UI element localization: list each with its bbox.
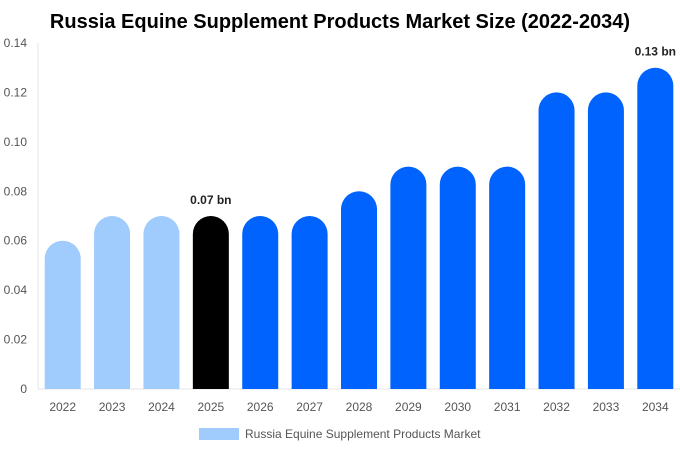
bar-2023: [94, 216, 131, 389]
x-tick-label: 2027: [296, 400, 323, 414]
x-tick-label: 2028: [346, 400, 373, 414]
y-tick-label: 0.06: [4, 234, 28, 248]
y-tick-label: 0.12: [4, 85, 28, 99]
data-label-2034: 0.13 bn: [635, 45, 676, 59]
y-tick-label: 0.14: [4, 36, 28, 50]
legend: Russia Equine Supplement Products Market: [199, 427, 481, 441]
bar-2033: [587, 92, 624, 389]
x-tick-label: 2034: [642, 400, 669, 414]
legend-label: Russia Equine Supplement Products Market: [245, 427, 481, 441]
bar-2025: [192, 216, 229, 389]
chart-title: Russia Equine Supplement Products Market…: [50, 11, 630, 33]
x-tick-label: 2022: [49, 400, 76, 414]
y-tick-label: 0.04: [4, 283, 28, 297]
y-tick-label: 0: [20, 382, 27, 396]
x-tick-label: 2023: [99, 400, 126, 414]
y-tick-label: 0.02: [4, 333, 28, 347]
y-tick-label: 0.08: [4, 184, 28, 198]
x-tick-label: 2029: [395, 400, 422, 414]
bar-2024: [143, 216, 180, 389]
bar-2022: [44, 240, 81, 389]
bar-2032: [538, 92, 575, 389]
x-tick-label: 2032: [543, 400, 570, 414]
y-tick-label: 0.10: [4, 135, 28, 149]
x-tick-label: 2030: [444, 400, 471, 414]
data-label-2025: 0.07 bn: [190, 193, 231, 207]
x-tick-label: 2031: [494, 400, 521, 414]
bar-2028: [341, 191, 377, 389]
bar-2030: [439, 166, 476, 389]
bar-2029: [390, 166, 427, 389]
bar-2026: [242, 216, 279, 389]
x-tick-label: 2025: [197, 400, 224, 414]
x-tick-label: 2024: [148, 400, 175, 414]
x-tick-label: 2033: [593, 400, 620, 414]
bar-2031: [489, 166, 526, 389]
legend-swatch: [199, 428, 239, 440]
x-tick-label: 2026: [247, 400, 274, 414]
bar-2034: [637, 67, 674, 389]
bar-2027: [291, 216, 328, 389]
